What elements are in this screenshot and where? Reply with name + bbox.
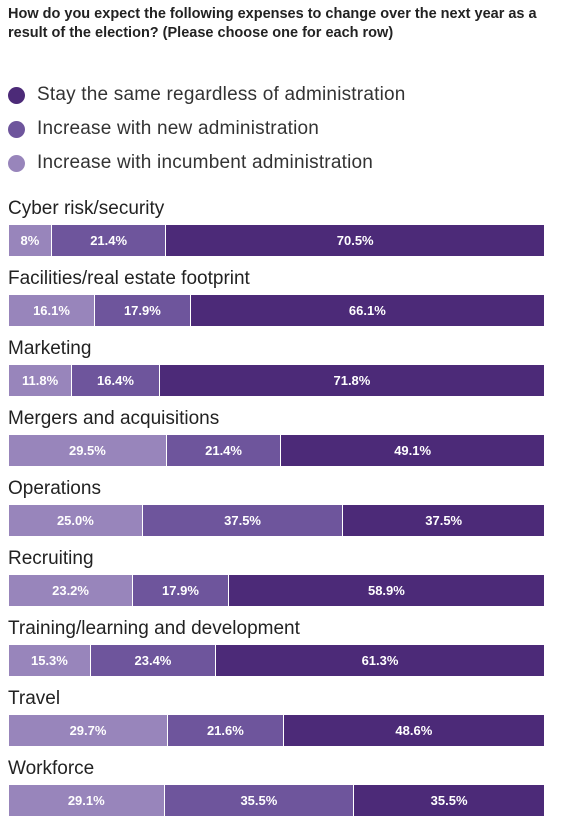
category-label: Operations [8, 478, 101, 499]
data-label: 8% [20, 233, 40, 248]
legend-dot-new-administration [8, 120, 25, 138]
legend-item-new-administration: Increase with new administration [8, 112, 406, 146]
data-label: 29.5% [68, 443, 106, 458]
data-label: 71.8% [333, 373, 371, 388]
bar-segment: 70.5% [166, 225, 544, 256]
bar-segment: 17.9% [95, 295, 191, 326]
bar-row: 8% 21.4% 70.5% [9, 225, 544, 256]
data-label: 61.3% [361, 653, 399, 668]
data-label: 66.1% [348, 303, 386, 318]
bar-segment: 29.1% [9, 785, 165, 816]
category-label: Mergers and acquisitions [8, 408, 220, 429]
data-label: 23.2% [52, 583, 89, 598]
data-label: 11.8% [21, 373, 59, 388]
legend-label: Stay the same regardless of administrati… [37, 84, 406, 105]
bar-segment: 11.8% [9, 365, 73, 396]
data-label: 16.4% [97, 373, 134, 388]
bar-segment: 23.2% [9, 575, 134, 606]
data-label: 48.6% [395, 723, 433, 738]
bar-segment: 16.1% [9, 295, 96, 326]
bar-segment: 61.3% [216, 645, 544, 676]
bar-segment: 21.6% [168, 715, 284, 746]
data-label: 23.4% [134, 653, 172, 668]
bar-row: 11.8% 16.4% 71.8% [9, 365, 544, 396]
bar-row: 25.0% 37.5% 37.5% [9, 505, 544, 536]
category-label: Travel [8, 688, 61, 709]
bar-segment: 37.5% [142, 505, 344, 536]
category-label: Marketing [8, 338, 92, 359]
bar-segment: 8% [9, 225, 52, 256]
legend-dot-stay-same [8, 86, 25, 104]
category-label: Workforce [8, 758, 95, 779]
data-label: 35.5% [240, 793, 278, 808]
bar-row: 29.5% 21.4% 49.1% [9, 435, 544, 466]
bar-segment: 35.5% [164, 785, 355, 816]
bar-segment: 21.4% [166, 435, 282, 466]
category-label: Cyber risk/security [8, 198, 165, 219]
bar-segment: 15.3% [9, 645, 91, 676]
bar-segment: 37.5% [343, 505, 544, 536]
legend-item-incumbent-administration: Increase with incumbent administration [8, 146, 406, 180]
data-label: 25.0% [56, 513, 94, 528]
bar-segment: 49.1% [281, 435, 544, 466]
data-label: 17.9% [123, 303, 161, 318]
data-label: 37.5% [425, 513, 463, 528]
bar-segment: 29.7% [9, 715, 169, 746]
data-label: 29.1% [67, 793, 105, 808]
data-label: 16.1% [33, 303, 70, 318]
bar-row: 15.3% 23.4% 61.3% [9, 645, 544, 676]
data-label: 70.5% [336, 233, 374, 248]
bar-segment: 17.9% [133, 575, 229, 606]
data-label: 21.4% [90, 233, 128, 248]
bar-segment: 25.0% [9, 505, 143, 536]
bar-segment: 58.9% [228, 575, 544, 606]
data-label: 49.1% [394, 443, 432, 458]
legend-dot-incumbent-administration [8, 154, 25, 172]
category-label: Facilities/real estate footprint [8, 268, 250, 289]
legend-label: Increase with incumbent administration [37, 152, 374, 173]
data-label: 15.3% [30, 653, 68, 668]
category-label: Recruiting [8, 548, 94, 569]
bar-row: 23.2% 17.9% 58.9% [9, 575, 544, 606]
data-label: 21.4% [205, 443, 242, 458]
category-label: Training/learning and development [8, 618, 300, 639]
legend-item-stay-same: Stay the same regardless of administrati… [8, 78, 406, 112]
bar-segment: 23.4% [90, 645, 217, 676]
chart-title: How do you expect the following expenses… [8, 6, 537, 41]
bar-row: 16.1% 17.9% 66.1% [9, 295, 544, 326]
bar-segment: 21.4% [51, 225, 167, 256]
legend: Stay the same regardless of administrati… [8, 78, 406, 180]
bar-segment: 48.6% [283, 715, 544, 746]
bar-segment: 71.8% [159, 365, 544, 396]
bar-segment: 16.4% [72, 365, 160, 396]
bar-row: 29.7% 21.6% 48.6% [9, 715, 544, 746]
data-label: 58.9% [367, 583, 405, 598]
data-label: 17.9% [162, 583, 199, 598]
bar-segment: 29.5% [9, 435, 167, 466]
data-label: 37.5% [224, 513, 261, 528]
bar-segment: 66.1% [190, 295, 544, 326]
data-label: 29.7% [69, 723, 107, 738]
data-label: 21.6% [206, 723, 244, 738]
data-label: 35.5% [430, 793, 468, 808]
bar-segment: 35.5% [354, 785, 544, 816]
legend-label: Increase with new administration [37, 118, 320, 139]
bar-row: 29.1% 35.5% 35.5% [9, 785, 544, 816]
